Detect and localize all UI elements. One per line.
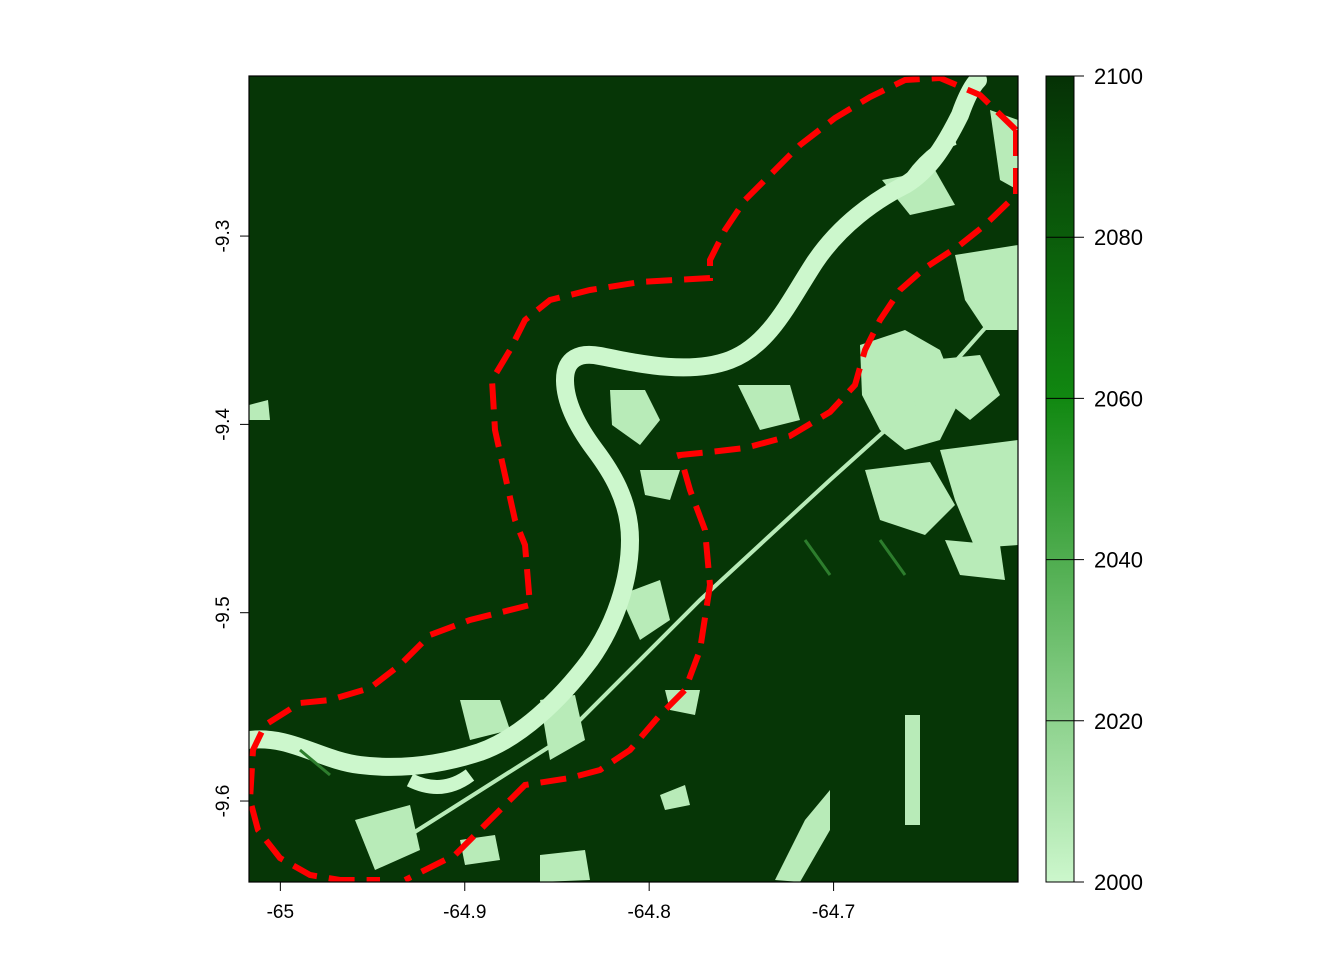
x-tick-label: -64.8: [628, 902, 671, 923]
legend-gradient: [1045, 75, 1075, 883]
x-axis: -65 -64.9 -64.8 -64.7: [267, 882, 855, 923]
y-tick-label: -9.6: [213, 785, 234, 818]
legend-tick-label: 2100: [1094, 64, 1143, 89]
legend-tick-label: 2000: [1094, 870, 1143, 895]
y-tick-label: -9.3: [213, 220, 234, 253]
y-axis: -9.3 -9.4 -9.5 -9.6: [213, 220, 249, 818]
map-frame: [248, 75, 1019, 883]
regrowth-areas: [299, 539, 907, 777]
y-tick-label: -9.5: [213, 596, 234, 629]
x-tick-label: -64.7: [812, 902, 855, 923]
legend-tick-label: 2040: [1094, 548, 1143, 573]
legend-colorbar: 2100 2080 2060 2040 2020 2000: [1045, 64, 1143, 895]
legend-ticks: 2100 2080 2060 2040 2020 2000: [1046, 64, 1143, 895]
protected-area-boundary-north: [403, 130, 1018, 882]
river-oxbow: [406, 769, 475, 794]
river: [249, 76, 987, 776]
x-tick-label: -64.9: [443, 902, 486, 923]
legend-tick-label: 2080: [1094, 225, 1143, 250]
map-raster: [249, 76, 1018, 882]
x-tick-label: -65: [267, 902, 294, 923]
road: [408, 298, 1012, 837]
protected-area-boundary-south: [249, 76, 1018, 882]
legend-tick-label: 2060: [1094, 386, 1143, 411]
legend-tick-label: 2020: [1094, 709, 1143, 734]
river-tributary: [900, 135, 957, 188]
y-tick-label: -9.4: [213, 408, 234, 441]
